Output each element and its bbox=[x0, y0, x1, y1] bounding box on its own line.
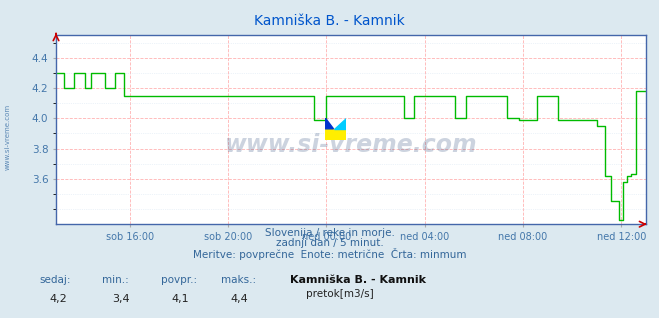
Text: min.:: min.: bbox=[102, 275, 129, 285]
Text: 4,2: 4,2 bbox=[49, 294, 67, 304]
Text: Slovenija / reke in morje.: Slovenija / reke in morje. bbox=[264, 228, 395, 238]
Text: www.si-vreme.com: www.si-vreme.com bbox=[225, 133, 477, 157]
Text: www.si-vreme.com: www.si-vreme.com bbox=[5, 104, 11, 170]
Text: povpr.:: povpr.: bbox=[161, 275, 198, 285]
Text: Meritve: povprečne  Enote: metrične  Črta: minmum: Meritve: povprečne Enote: metrične Črta:… bbox=[192, 248, 467, 260]
Text: zadnji dan / 5 minut.: zadnji dan / 5 minut. bbox=[275, 238, 384, 248]
Polygon shape bbox=[333, 118, 346, 129]
Text: Kamniška B. - Kamnik: Kamniška B. - Kamnik bbox=[290, 275, 426, 285]
Text: 3,4: 3,4 bbox=[112, 294, 130, 304]
Text: Kamniška B. - Kamnik: Kamniška B. - Kamnik bbox=[254, 14, 405, 28]
Text: sedaj:: sedaj: bbox=[40, 275, 71, 285]
Text: 4,4: 4,4 bbox=[231, 294, 248, 304]
Text: 4,1: 4,1 bbox=[171, 294, 189, 304]
Text: pretok[m3/s]: pretok[m3/s] bbox=[306, 289, 374, 299]
Polygon shape bbox=[325, 118, 333, 129]
Polygon shape bbox=[325, 129, 346, 140]
Text: maks.:: maks.: bbox=[221, 275, 256, 285]
